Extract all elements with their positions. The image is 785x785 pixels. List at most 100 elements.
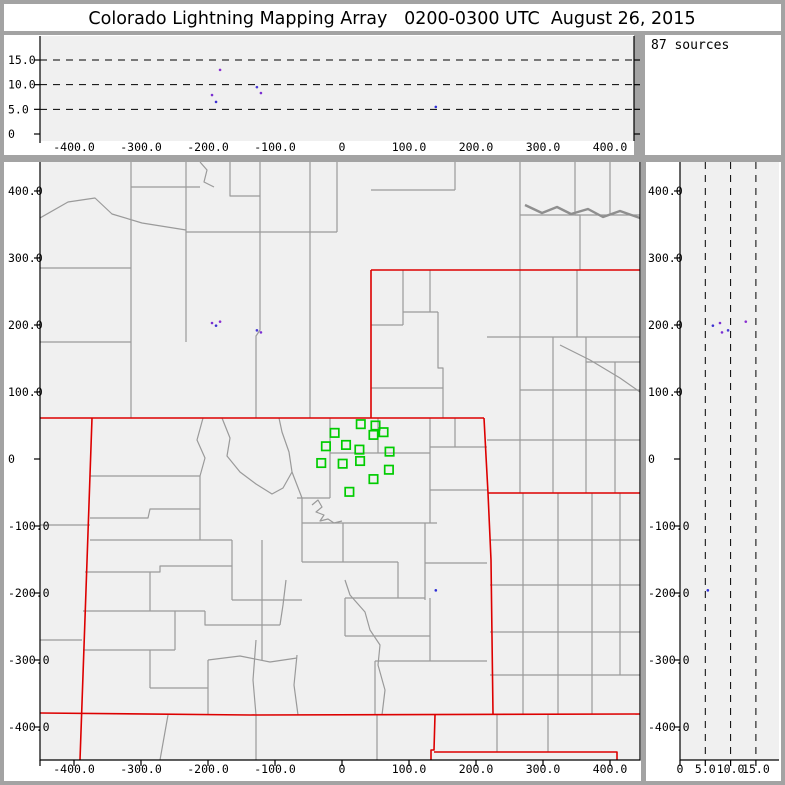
county-line xyxy=(90,508,200,519)
county-line xyxy=(293,654,299,716)
source-dot-map xyxy=(210,321,214,325)
tick-label: -200.0 xyxy=(187,140,229,154)
county-line xyxy=(229,162,260,197)
tick-label: -200.0 xyxy=(8,586,50,600)
tick-label: -300.0 xyxy=(120,762,162,776)
tick-label: 100.0 xyxy=(8,385,43,399)
county-line xyxy=(204,611,280,626)
tick-label: 200.0 xyxy=(648,318,683,332)
map-panel xyxy=(40,162,640,760)
station-marker xyxy=(368,474,379,485)
county-line xyxy=(252,639,257,716)
county-line xyxy=(559,344,640,393)
tick-label: -300.0 xyxy=(120,140,162,154)
tick-label: 15.0 xyxy=(742,762,770,776)
source-dot-right xyxy=(744,320,748,323)
tick-label: 100.0 xyxy=(392,762,427,776)
tick-label: 5.0 xyxy=(8,102,29,116)
tick-label: 200.0 xyxy=(459,140,494,154)
tick-label: -400.0 xyxy=(8,720,50,734)
source-dot-top xyxy=(218,68,222,72)
station-marker xyxy=(320,441,331,452)
tick-label: 0 xyxy=(339,762,346,776)
tick-label: 400.0 xyxy=(8,184,43,198)
county-line xyxy=(311,499,343,524)
county-line xyxy=(85,565,232,573)
station-marker xyxy=(340,439,352,450)
axis-spine xyxy=(39,162,641,761)
station-marker xyxy=(384,446,395,457)
tick-label: 0 xyxy=(339,140,346,154)
tick-label: 200.0 xyxy=(8,318,43,332)
tick-label: 10.0 xyxy=(717,762,745,776)
county-line xyxy=(40,197,187,231)
source-dot-top xyxy=(214,100,218,104)
county-line xyxy=(279,579,287,626)
alt-vs-east-panel xyxy=(40,36,634,141)
station-marker xyxy=(368,429,379,440)
tick-label: 400.0 xyxy=(593,762,628,776)
top-row-divider xyxy=(634,35,645,155)
tick-label: 300.0 xyxy=(648,251,683,265)
source-dot-right xyxy=(720,331,724,334)
tick-label: 100.0 xyxy=(648,385,683,399)
main-row-divider xyxy=(641,162,646,781)
county-line xyxy=(196,417,206,477)
tick-label: 5.0 xyxy=(695,762,716,776)
county-line xyxy=(199,162,215,188)
tick-label: -400.0 xyxy=(648,720,690,734)
county-line xyxy=(437,312,444,418)
source-dot-top xyxy=(255,85,259,89)
tick-label: 200.0 xyxy=(459,762,494,776)
source-dot-right xyxy=(718,321,722,325)
tick-label: -300.0 xyxy=(648,653,690,667)
tick-label: 300.0 xyxy=(526,140,561,154)
map-layers xyxy=(40,162,640,760)
station-marker xyxy=(329,427,340,438)
source-dot-map xyxy=(214,324,218,327)
tick-label: -200.0 xyxy=(187,762,229,776)
tick-label: -100.0 xyxy=(8,519,50,533)
tick-label: -200.0 xyxy=(648,586,690,600)
station-marker xyxy=(316,457,327,469)
station-marker xyxy=(355,455,366,467)
tick-label: 0 xyxy=(8,452,15,466)
tick-label: 300.0 xyxy=(526,762,561,776)
row-divider xyxy=(4,155,781,162)
source-dot-top xyxy=(259,91,263,95)
station-marker xyxy=(370,420,381,431)
tick-label: -400.0 xyxy=(53,140,95,154)
page-title: Colorado Lightning Mapping Array 0200-03… xyxy=(88,9,695,29)
county-line xyxy=(221,417,293,495)
tick-label: 400.0 xyxy=(648,184,683,198)
county-line xyxy=(255,162,261,418)
tick-label: 300.0 xyxy=(8,251,43,265)
state-border-line xyxy=(79,417,93,760)
source-dot-top xyxy=(434,105,438,109)
tick-label: 0 xyxy=(8,127,15,141)
state-border-line xyxy=(434,751,618,760)
source-dot-right xyxy=(711,324,715,327)
source-dot-map xyxy=(434,589,438,592)
state-border-line xyxy=(430,714,436,760)
station-marker xyxy=(378,427,389,438)
source-dot-map xyxy=(218,320,222,323)
tick-label: 10.0 xyxy=(8,78,36,92)
station-marker xyxy=(354,444,365,455)
tick-label: -100.0 xyxy=(648,519,690,533)
source-dot-top xyxy=(210,93,214,97)
generated-plot-layers: 005.05.010.010.015.015.0-400.0-400.0-400… xyxy=(8,36,779,776)
tick-label: -100.0 xyxy=(254,762,296,776)
tick-label: 15.0 xyxy=(8,53,36,67)
tick-label: -400.0 xyxy=(53,762,95,776)
title-divider xyxy=(4,31,781,35)
station-marker xyxy=(383,464,394,475)
state-border-line xyxy=(40,712,640,716)
source-dot-map xyxy=(259,331,263,334)
river-line xyxy=(524,203,640,220)
county-line xyxy=(159,714,169,760)
source-dot-right xyxy=(706,589,710,592)
tick-label: 400.0 xyxy=(593,140,628,154)
